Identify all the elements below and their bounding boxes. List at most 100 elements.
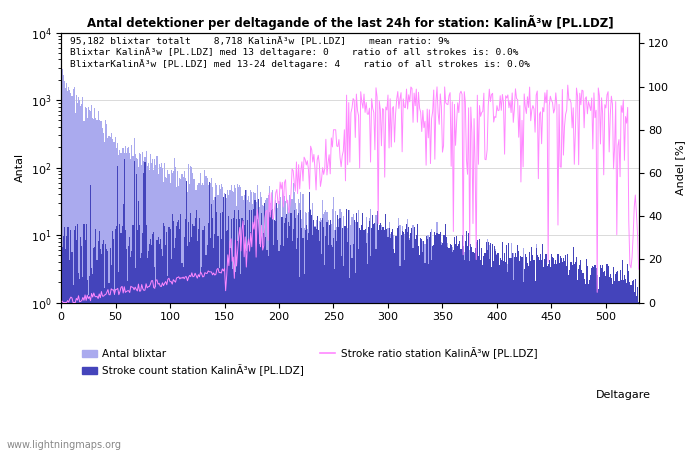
Bar [498,265,500,450]
Bar [308,212,309,450]
Bar [80,237,81,450]
Bar [492,243,493,450]
Bar [480,261,481,450]
Bar [79,100,81,450]
Bar [539,261,540,450]
Bar [510,243,512,450]
Bar [420,238,421,450]
Bar [374,223,375,450]
Bar [405,229,406,450]
Bar [152,159,153,450]
Bar [434,233,435,450]
Bar [504,253,505,450]
Bar [110,137,111,450]
Text: Deltagare: Deltagare [596,390,650,400]
Bar [396,236,397,450]
Bar [176,187,177,450]
Bar [260,246,261,450]
Bar [169,229,171,450]
Bar [122,148,124,450]
Bar [404,260,405,450]
Bar [621,279,622,450]
Bar [473,252,475,450]
Bar [429,237,430,450]
Bar [482,265,483,450]
Bar [489,245,490,450]
Bar [584,284,586,450]
Bar [556,264,557,450]
Bar [127,281,128,450]
Bar [589,279,590,450]
Bar [387,228,388,450]
Bar [540,254,541,450]
Bar [149,243,150,450]
Bar [338,219,339,450]
Bar [117,166,118,450]
Bar [344,226,345,450]
Bar [70,93,71,450]
Bar [386,230,387,450]
Bar [371,228,372,450]
Bar [451,245,452,450]
Bar [285,218,286,450]
Bar [300,192,302,450]
Bar [491,267,492,450]
Bar [172,214,173,450]
Bar [538,257,539,450]
Bar [512,280,514,450]
Bar [516,257,517,450]
Bar [627,264,628,450]
Bar [404,234,405,450]
Bar [335,230,336,450]
Bar [141,253,142,450]
Bar [356,213,357,450]
Bar [117,144,118,450]
Bar [622,260,623,450]
Bar [236,206,237,450]
Bar [389,222,390,450]
Bar [101,121,102,450]
Bar [162,167,163,450]
Bar [144,162,146,450]
Bar [489,259,490,450]
Bar [463,252,465,450]
Bar [78,273,79,450]
Bar [223,197,224,450]
Bar [312,203,314,450]
Bar [574,264,575,450]
Bar [612,284,613,450]
Bar [529,252,530,450]
Bar [273,245,274,450]
Bar [245,190,246,450]
Bar [65,89,66,450]
Bar [338,227,339,450]
Bar [88,107,89,450]
Bar [522,256,523,450]
Bar [314,227,316,450]
Bar [547,264,549,450]
Bar [627,264,628,450]
Bar [128,147,130,450]
Bar [465,242,466,450]
Bar [203,185,204,450]
Bar [606,264,608,450]
Bar [470,244,471,450]
Bar [463,260,465,450]
Bar [502,242,503,450]
Y-axis label: Antal: Antal [15,153,25,182]
Bar [626,283,627,450]
Bar [608,277,610,450]
Bar [159,244,160,450]
Bar [360,230,361,450]
Bar [240,274,241,450]
Bar [354,220,355,450]
Bar [445,224,447,450]
Bar [62,248,63,450]
Bar [515,253,516,450]
Bar [429,237,430,450]
Bar [355,273,356,450]
Bar [616,272,617,450]
Bar [177,171,178,450]
Bar [267,195,269,450]
Bar [398,218,400,450]
